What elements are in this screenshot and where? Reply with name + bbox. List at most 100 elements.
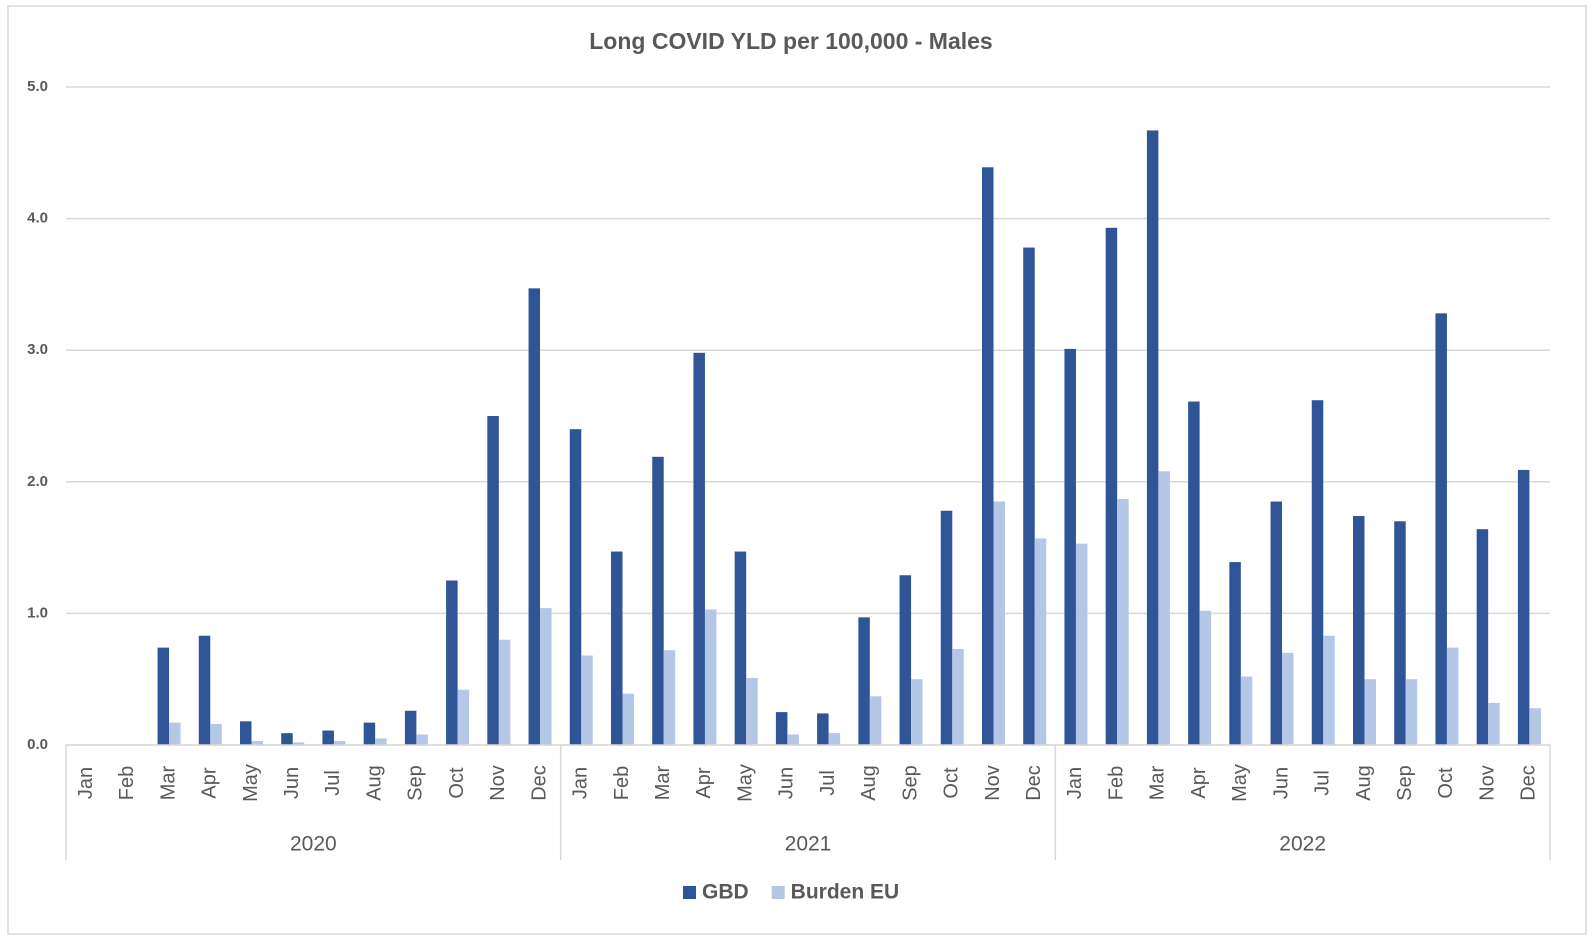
bar <box>1023 247 1035 745</box>
x-tick-label: Apr <box>1188 767 1210 798</box>
bar <box>1117 498 1129 745</box>
bar <box>622 693 634 745</box>
x-tick-label: Aug <box>1353 765 1375 801</box>
bar <box>940 510 953 745</box>
legend-swatch <box>771 886 785 899</box>
bar <box>292 742 305 745</box>
bar <box>611 551 623 745</box>
x-tick-label: May <box>240 764 262 802</box>
bar <box>899 575 912 745</box>
x-tick-label: Aug <box>858 765 880 801</box>
x-tick-label: Oct <box>446 767 468 799</box>
bar <box>416 734 428 745</box>
bar <box>581 655 593 745</box>
bar <box>817 713 829 745</box>
bar <box>1311 400 1324 745</box>
x-tick-label: Feb <box>116 766 138 800</box>
x-tick-label: Apr <box>693 767 715 798</box>
legend-swatch <box>683 886 696 899</box>
y-tick-label: 5.0 <box>27 78 48 95</box>
bar <box>869 696 882 745</box>
x-tick-label: Jul <box>817 770 839 796</box>
x-tick-label: Jul <box>1312 770 1334 796</box>
x-tick-label: Dec <box>1023 765 1045 801</box>
x-tick-label: Jan <box>75 767 97 799</box>
x-tick-label: Sep <box>899 765 921 801</box>
bar <box>1435 313 1447 745</box>
bar <box>1353 516 1365 745</box>
bar <box>404 710 417 745</box>
bar <box>1229 562 1241 745</box>
bar <box>240 721 252 745</box>
y-tick-label: 4.0 <box>27 210 48 227</box>
bar <box>333 741 346 745</box>
y-tick-label: 2.0 <box>27 473 48 490</box>
bar <box>569 429 582 745</box>
bar <box>828 733 841 745</box>
group-label: 2020 <box>290 833 337 856</box>
x-tick-label: Dec <box>1518 765 1540 801</box>
legend-label: GBD <box>702 881 749 904</box>
bar <box>652 456 664 745</box>
bar <box>1364 679 1376 745</box>
bar <box>1488 702 1500 745</box>
bar <box>1405 679 1418 745</box>
bar <box>1188 401 1200 745</box>
bar <box>1529 708 1541 745</box>
x-tick-label: May <box>1229 764 1251 802</box>
x-tick-label: May <box>734 764 756 802</box>
x-tick-label: Nov <box>1476 765 1498 801</box>
bar <box>734 551 747 745</box>
y-tick-label: 3.0 <box>27 341 48 358</box>
bar <box>775 712 788 745</box>
bar <box>787 734 799 745</box>
bar <box>704 609 717 745</box>
y-tick-label: 0.0 <box>27 736 48 753</box>
bar <box>993 501 1005 745</box>
x-tick-label: Nov <box>982 765 1004 801</box>
bar <box>663 650 676 745</box>
x-tick-label: Jun <box>1270 767 1292 799</box>
bar <box>1323 635 1335 745</box>
x-tick-label: Jun <box>776 767 798 799</box>
x-tick-label: Mar <box>652 765 674 800</box>
x-tick-label: Sep <box>1394 765 1416 801</box>
x-tick-label: Oct <box>941 767 963 799</box>
y-tick-label: 1.0 <box>27 604 48 621</box>
bar <box>911 679 923 745</box>
bar <box>528 288 541 745</box>
x-tick-label: Jul <box>322 770 344 796</box>
group-label: 2021 <box>785 833 832 856</box>
bar <box>457 689 470 745</box>
bar <box>982 167 994 745</box>
x-tick-label: Feb <box>1105 766 1127 800</box>
x-tick-label: Jan <box>570 767 592 799</box>
x-tick-label: Oct <box>1435 767 1457 799</box>
bar <box>157 647 170 745</box>
bar <box>1282 652 1294 745</box>
x-tick-label: Aug <box>363 765 385 801</box>
x-tick-label: Dec <box>528 765 550 801</box>
x-tick-label: Feb <box>611 766 633 800</box>
chart-title: Long COVID YLD per 100,000 - Males <box>589 28 992 54</box>
x-tick-label: Apr <box>199 767 221 798</box>
x-tick-label: Sep <box>405 765 427 801</box>
bar <box>487 416 499 745</box>
legend-label: Burden EU <box>791 881 900 904</box>
bar <box>1240 676 1253 745</box>
bar <box>1064 348 1076 745</box>
bar <box>1105 227 1118 745</box>
x-tick-label: Nov <box>487 765 509 801</box>
bar <box>746 677 758 745</box>
bar <box>363 722 376 745</box>
group-label: 2022 <box>1279 833 1326 856</box>
bar <box>693 352 705 745</box>
bar <box>198 635 211 745</box>
x-tick-label: Mar <box>157 765 179 800</box>
bar <box>540 608 552 745</box>
bar <box>858 617 870 745</box>
bar <box>952 648 964 745</box>
bar <box>322 730 334 745</box>
bar <box>281 733 293 745</box>
